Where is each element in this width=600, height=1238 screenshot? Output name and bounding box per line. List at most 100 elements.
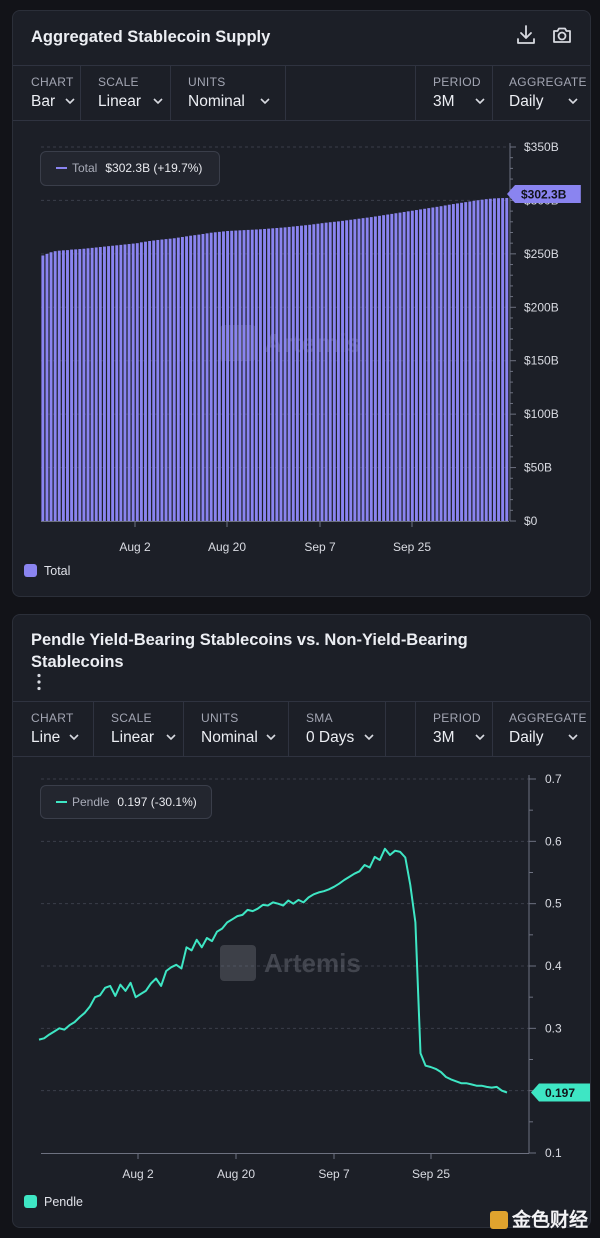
control-value: 0 Days (306, 729, 355, 746)
bar (115, 245, 119, 521)
bar (295, 226, 299, 521)
control-value: Bar (31, 93, 56, 110)
bar (435, 206, 439, 521)
bar (386, 214, 390, 521)
tooltip-series-marker (56, 801, 67, 803)
period-dropdown[interactable]: PERIOD 3M (415, 702, 493, 756)
control-value: Linear (111, 729, 155, 746)
units-dropdown[interactable]: UNITS Nominal (170, 66, 286, 120)
chart-legend[interactable]: Pendle (24, 1195, 83, 1209)
units-dropdown[interactable]: UNITS Nominal (183, 702, 289, 756)
bar (291, 226, 295, 521)
bar (102, 246, 106, 521)
tooltip-value: 0.197 (-30.1%) (117, 795, 197, 809)
camera-icon[interactable] (550, 23, 574, 47)
bar (168, 238, 172, 522)
bar (135, 243, 139, 521)
bar (217, 231, 221, 521)
legend-label: Total (44, 564, 71, 578)
chevron-down-icon (364, 734, 374, 741)
bar (484, 199, 488, 521)
bar (127, 244, 131, 521)
x-tick-label: Sep 7 (304, 540, 336, 554)
more-vertical-icon[interactable] (35, 673, 43, 691)
bar (267, 228, 271, 521)
bar (497, 198, 500, 521)
bar (361, 218, 365, 521)
download-icon[interactable] (514, 23, 538, 47)
bar (222, 231, 225, 521)
panel-title: Pendle Yield-Bearing Stablecoins vs. Non… (31, 631, 468, 671)
bar (74, 249, 78, 521)
control-label: CHART (31, 711, 74, 725)
chevron-down-icon (475, 98, 485, 105)
bar (234, 230, 238, 521)
y-tick-label: 0.5 (545, 897, 562, 911)
control-value: Daily (509, 93, 544, 110)
bar (419, 209, 422, 521)
bar (341, 220, 344, 521)
x-tick-label: Aug 20 (208, 540, 246, 554)
y-tick-label: $50B (524, 461, 552, 475)
bar (271, 228, 275, 521)
scale-dropdown[interactable]: SCALE Linear (93, 702, 184, 756)
chevron-down-icon (65, 98, 75, 105)
bar (394, 213, 398, 521)
chart-type-dropdown[interactable]: CHART Line (13, 702, 94, 756)
x-tick-label: Aug 20 (217, 1167, 255, 1181)
bar (160, 239, 164, 522)
chart-controls: CHART Line SCALE Linear UNITS Nominal SM… (13, 701, 590, 757)
bar (423, 208, 427, 521)
chart-legend[interactable]: Total (24, 564, 70, 578)
bar (304, 225, 308, 521)
bar (328, 222, 332, 522)
bar (308, 224, 312, 521)
bar (176, 237, 180, 521)
control-label: SMA (306, 711, 333, 725)
control-value: Linear (98, 93, 142, 110)
bar (505, 197, 509, 521)
bar (472, 200, 476, 521)
aggregate-dropdown[interactable]: AGGREGATE Daily (492, 66, 590, 120)
chevron-down-icon (568, 98, 578, 105)
bar (279, 227, 283, 522)
bar (460, 202, 464, 521)
control-value: 3M (433, 93, 455, 110)
bar (464, 202, 468, 521)
bar (451, 204, 455, 521)
spacer (285, 66, 416, 120)
control-label: PERIOD (433, 75, 481, 89)
chart-type-dropdown[interactable]: CHART Bar (13, 66, 81, 120)
bar (456, 203, 459, 521)
bar (336, 221, 340, 522)
control-label: CHART (31, 75, 74, 89)
current-value-badge (507, 184, 581, 203)
bar (320, 223, 324, 521)
bar (172, 238, 176, 522)
bar (263, 228, 266, 522)
period-dropdown[interactable]: PERIOD 3M (415, 66, 493, 120)
bar (369, 217, 373, 521)
y-tick-label: $350B (524, 140, 559, 154)
control-label: UNITS (188, 75, 226, 89)
chart-tooltip: Total $302.3B (+19.7%) (40, 151, 220, 186)
aggregate-dropdown[interactable]: AGGREGATE Daily (492, 702, 590, 756)
bar (300, 225, 303, 521)
sma-dropdown[interactable]: SMA 0 Days (288, 702, 386, 756)
bar (131, 243, 135, 521)
tooltip-series: Total (72, 161, 98, 175)
chevron-down-icon (166, 734, 176, 741)
bar (86, 248, 90, 521)
bar-chart[interactable]: Artemis$0$50B$100B$150B$200B$250B$300B$3… (13, 121, 590, 566)
control-label: AGGREGATE (509, 711, 587, 725)
bar (57, 250, 61, 521)
bar (82, 248, 86, 521)
brand-logo-icon (489, 1211, 508, 1229)
scale-dropdown[interactable]: SCALE Linear (80, 66, 171, 120)
bar (205, 233, 209, 521)
bar (180, 236, 184, 521)
bar (94, 247, 98, 521)
stablecoin-supply-panel: Aggregated Stablecoin Supply CHART Bar S… (12, 10, 591, 597)
watermark-logo-icon (220, 945, 256, 981)
